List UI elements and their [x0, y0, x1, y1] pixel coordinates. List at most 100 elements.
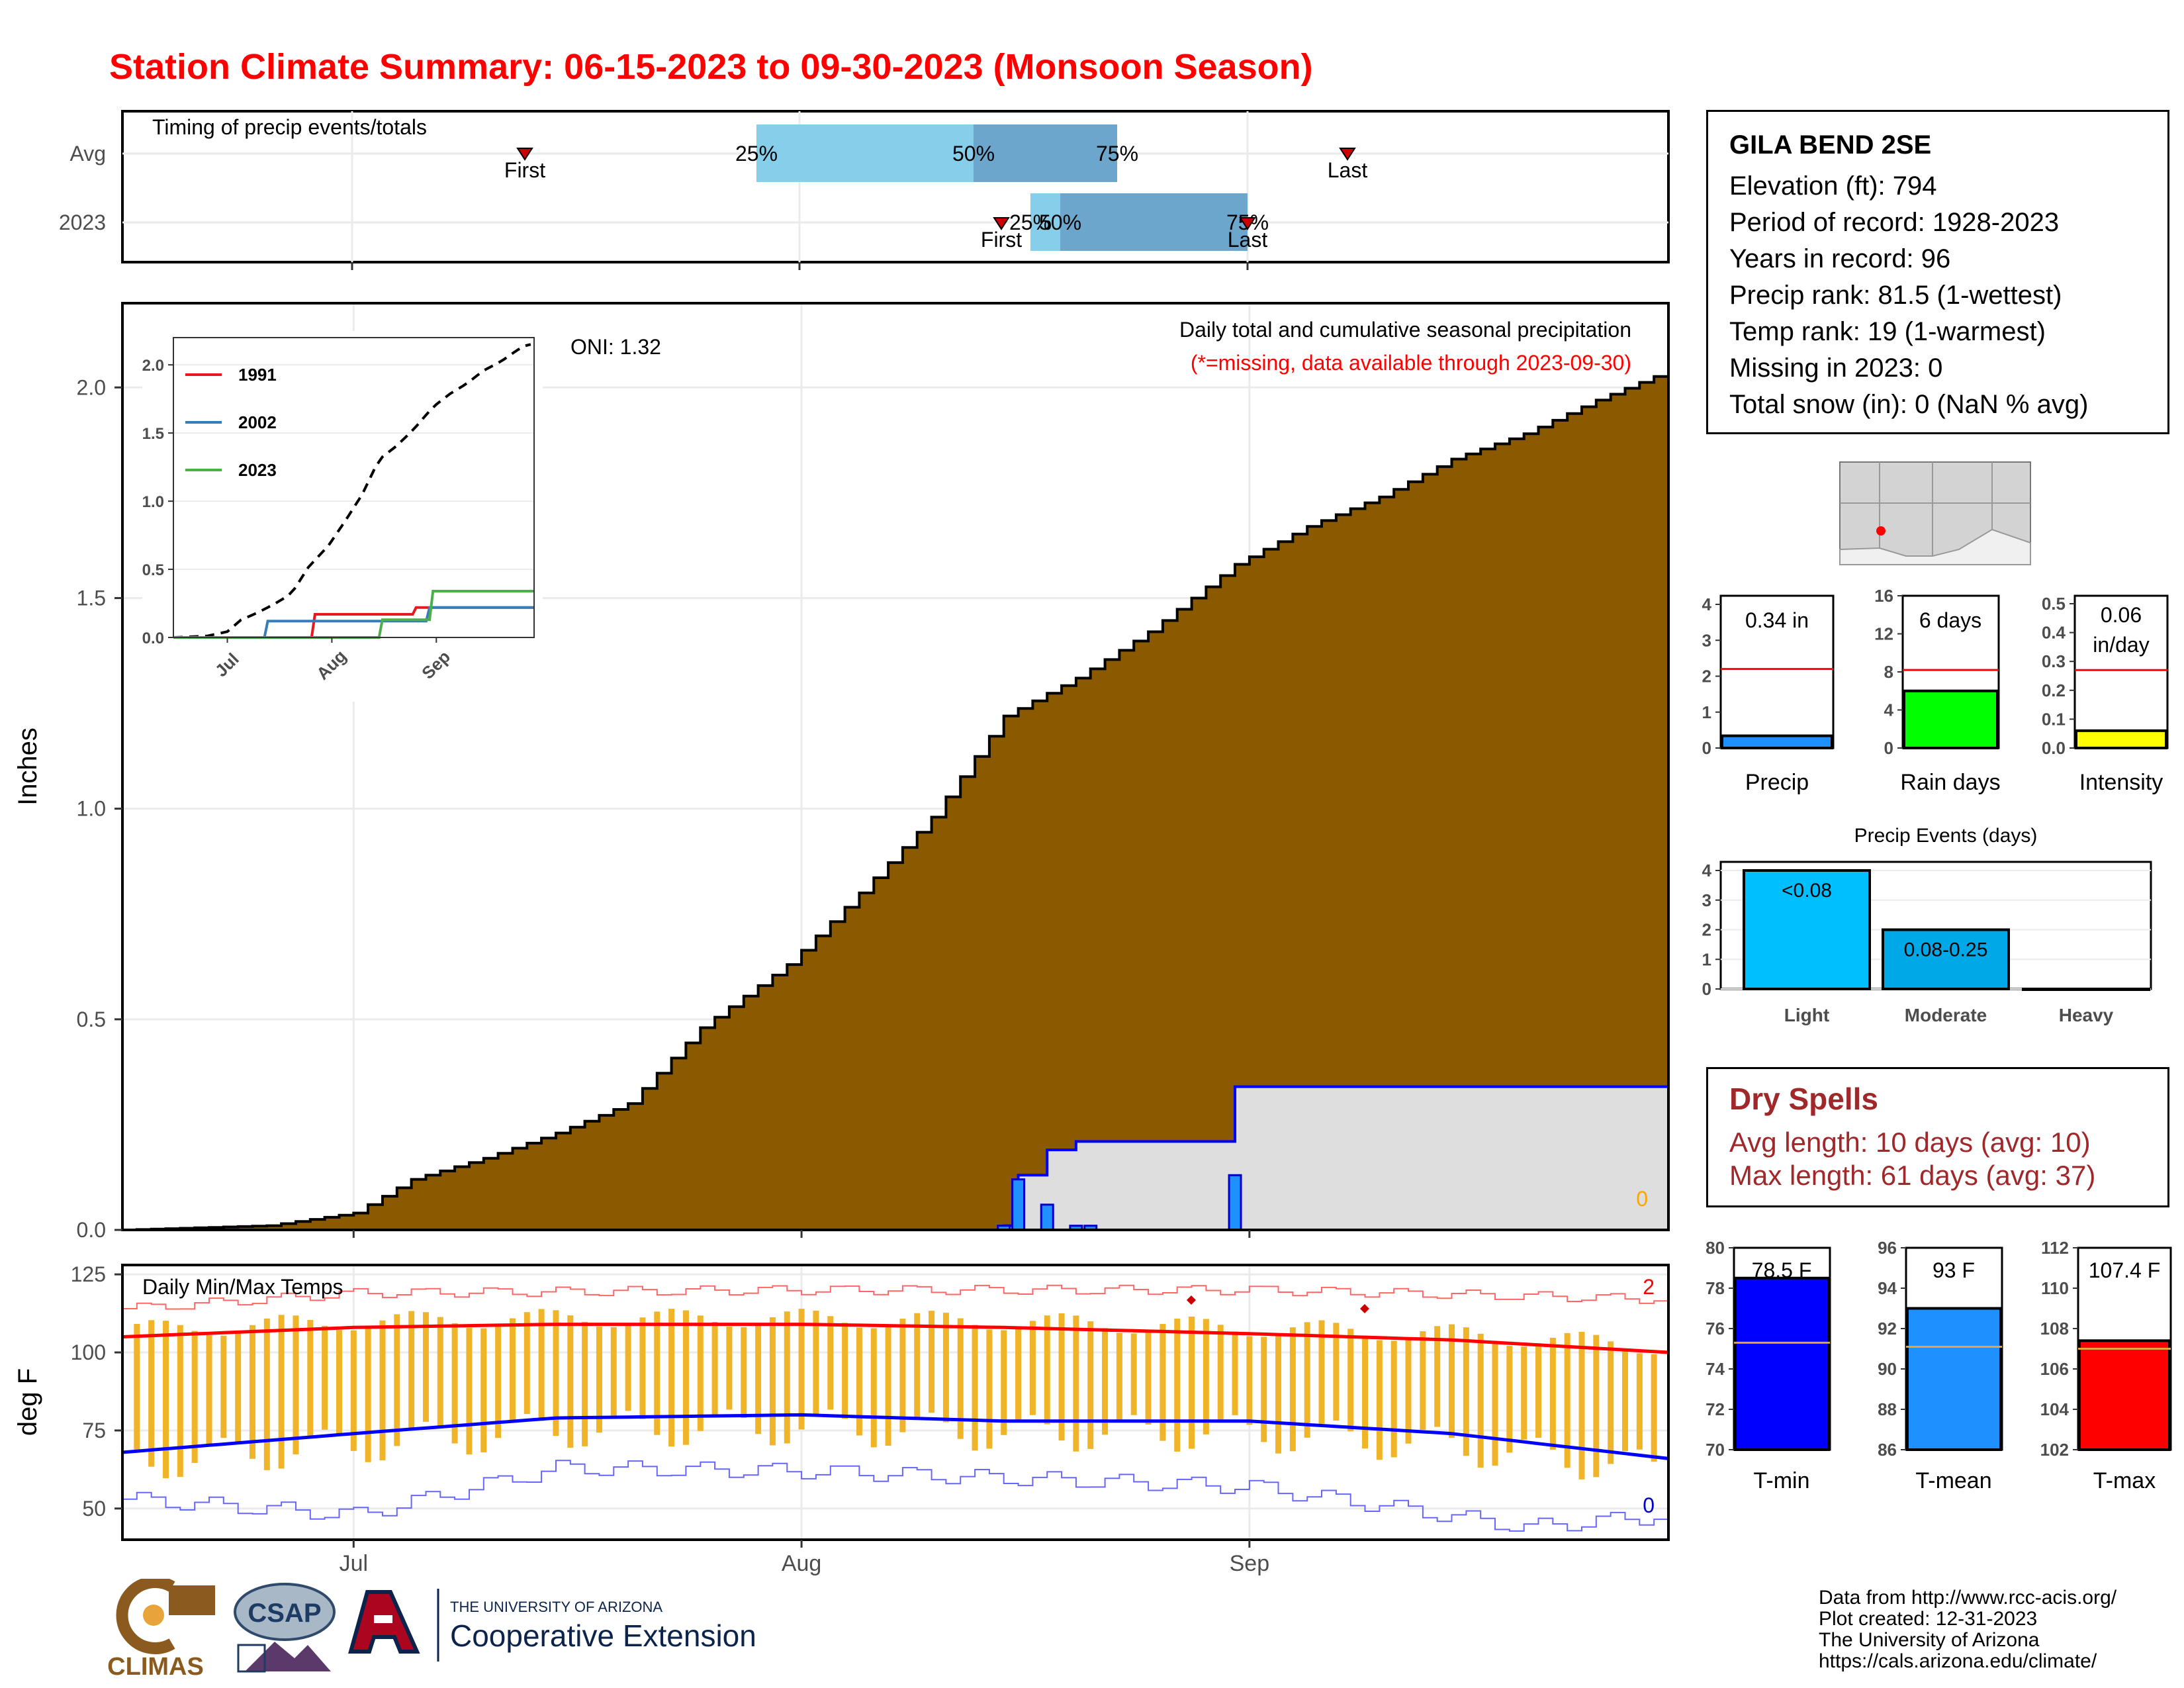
- temp-range-bar: [1521, 1346, 1527, 1440]
- temp-range-bar: [1651, 1354, 1657, 1462]
- timing-2023-first-marker: [993, 217, 1010, 230]
- tmin-label: T-min: [1754, 1468, 1810, 1493]
- credit-plot-created: Plot created: 12-31-2023: [1819, 1608, 2038, 1630]
- temp-frame: [121, 1264, 1670, 1541]
- temp-panel: 50 75 100 125 Daily Min/Max Temps 2 0 deg F: [13, 1262, 1670, 1541]
- rain-days-value: 6 days: [1919, 608, 1981, 632]
- temp-range-bar: [1217, 1325, 1224, 1420]
- temp-range-bar: [1636, 1353, 1643, 1450]
- temp-range-bar: [322, 1325, 328, 1430]
- oni-value: ONI: 1.32: [570, 335, 661, 359]
- temp-range-bar: [162, 1321, 169, 1479]
- summary-tick-label: 8: [1884, 662, 1893, 682]
- tmean-value: 93 F: [1933, 1258, 1975, 1282]
- climas-logo-text: CLIMAS: [107, 1653, 204, 1681]
- timing-2023-last-label: Last: [1228, 228, 1268, 252]
- temp-range-bar: [1318, 1320, 1325, 1424]
- temp-range-bar: [567, 1315, 574, 1448]
- temp-range-bar: [582, 1321, 588, 1446]
- main-charts: Timing of precip events/totals Avg 2023 …: [13, 110, 1670, 1576]
- summary-tick-label: 0.0: [2042, 738, 2066, 758]
- summary-tick-label: 112: [2041, 1238, 2069, 1258]
- summary-tick-label: 72: [1706, 1399, 1725, 1419]
- temp-range-bar: [379, 1320, 386, 1461]
- summary-tick-label: 0: [1702, 738, 1711, 758]
- avg-tmax-line: [122, 1323, 1669, 1354]
- daily-precip-bar: [1040, 1203, 1054, 1231]
- precip-y-tick-label: 1.5: [77, 586, 106, 610]
- temp-range-bar: [899, 1319, 906, 1432]
- timing-2023-50-75: [1060, 193, 1248, 251]
- events-bar-label: 0.08-0.25: [1904, 939, 1988, 961]
- temp-range-bar: [596, 1326, 602, 1433]
- temp-range-bar: [336, 1330, 342, 1436]
- inset-y-ticks: 0.0 0.5 1.0 1.5 2.0: [142, 357, 173, 647]
- summary-tick-label: 0.5: [2042, 594, 2066, 614]
- intensity-value: 0.06: [2101, 603, 2142, 627]
- temp-range-bar: [856, 1327, 862, 1436]
- temp-y-tick-label: 50: [82, 1497, 106, 1521]
- summary-tick-label: 4: [1884, 700, 1894, 720]
- temp-range-bar: [235, 1331, 242, 1444]
- events-tick-label: 0: [1702, 979, 1711, 999]
- temp-range-bar: [1102, 1328, 1109, 1435]
- station-info-box: GILA BEND 2SE Elevation (ft): 794 Period…: [1706, 110, 2169, 434]
- station-missing: Missing in 2023: 0: [1729, 353, 1943, 383]
- temp-range-bar: [350, 1330, 357, 1451]
- temp-range-bar: [1463, 1327, 1469, 1456]
- events-tick-label: 3: [1702, 890, 1711, 910]
- climas-logo: CLIMAS: [107, 1579, 215, 1681]
- temp-range-bar: [278, 1315, 285, 1469]
- credit-url: https://cals.arizona.edu/climate/: [1819, 1650, 2097, 1672]
- temp-range-bar: [1347, 1329, 1354, 1432]
- record-high-count: 2: [1643, 1275, 1655, 1299]
- temp-range-bar: [1058, 1313, 1065, 1441]
- tmax-summary-chart: 107.4 F T-max 102 104 106 108 110 112: [2040, 1238, 2172, 1493]
- inset-background: [142, 331, 543, 702]
- temp-range-bar: [1362, 1335, 1369, 1449]
- events-tick-label: 2: [1702, 920, 1711, 940]
- x-axis-months: Jul Aug Sep: [340, 1230, 1269, 1576]
- precip-y-tick-label: 0.0: [77, 1218, 106, 1242]
- precip-events-title: Precip Events (days): [1854, 825, 2038, 847]
- events-bar-label: <0.08: [1782, 880, 1832, 902]
- dry-spells-box: Dry Spells Avg length: 10 days (avg: 10)…: [1706, 1067, 2169, 1207]
- temp-range-bar: [1622, 1348, 1629, 1452]
- precip-frame: [121, 302, 1670, 1231]
- events-category-label: Moderate: [1905, 1005, 1987, 1025]
- temp-range-bar: [1549, 1337, 1556, 1450]
- dry-spells-max: Max length: 61 days (avg: 37): [1729, 1160, 2096, 1191]
- locator-map: [1839, 461, 2031, 565]
- summary-tick-label: 86: [1878, 1440, 1897, 1460]
- tmean-label: T-mean: [1915, 1468, 1991, 1493]
- temp-range-bar: [1289, 1327, 1296, 1452]
- inset-y-tick-label: 1.5: [142, 425, 164, 443]
- summary-value-bar: [1903, 689, 1999, 749]
- precip-subtitle: Daily total and cumulative seasonal prec…: [1179, 318, 1631, 342]
- timing-avg-75-label: 75%: [1096, 142, 1138, 165]
- summary-tick-label: 0.3: [2042, 651, 2066, 671]
- temp-range-bar: [509, 1318, 516, 1421]
- timing-title: Timing of precip events/totals: [152, 115, 427, 139]
- rain-days-label: Rain days: [1900, 770, 2000, 795]
- temp-range-bar: [206, 1335, 212, 1446]
- temp-title: Daily Min/Max Temps: [142, 1275, 343, 1299]
- temp-y-tick-label: 125: [71, 1262, 106, 1286]
- summary-tick-label: 94: [1878, 1278, 1897, 1298]
- summary-tick-label: 80: [1706, 1238, 1725, 1258]
- timing-2023-25-label: 25%: [1009, 211, 1052, 234]
- temp-range-bar: [1015, 1327, 1022, 1420]
- temp-range-bar: [986, 1329, 993, 1449]
- inset-y-tick-label: 2.0: [142, 357, 164, 375]
- temp-range-bar: [813, 1310, 819, 1415]
- month-tick-label: Aug: [782, 1551, 822, 1576]
- timing-avg-first-label: First: [504, 158, 545, 182]
- inset-legend: 1991 2002 2023: [185, 365, 277, 480]
- temp-range-bar: [134, 1324, 140, 1452]
- temp-range-bar: [1434, 1326, 1441, 1427]
- temp-range-bar: [263, 1318, 270, 1470]
- credits: Data from http://www.rcc-acis.org/ Plot …: [1819, 1587, 2116, 1672]
- temp-range-bar: [1564, 1333, 1570, 1468]
- temp-range-bar: [307, 1320, 314, 1438]
- summary-value-bar: [1721, 734, 1833, 749]
